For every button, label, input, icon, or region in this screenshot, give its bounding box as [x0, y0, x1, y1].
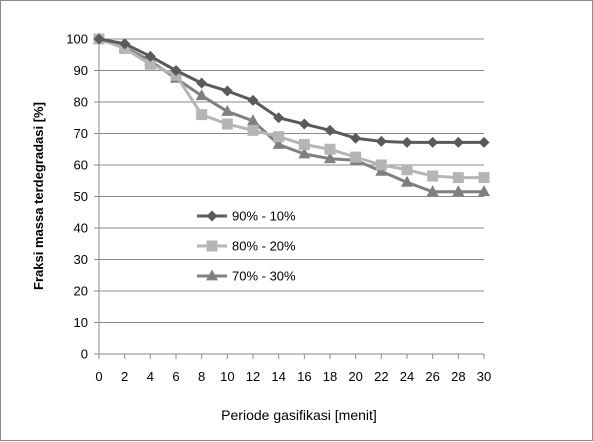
data-point-diamond — [93, 33, 105, 45]
data-point-square — [350, 151, 362, 163]
y-tick-labels: 0 10 20 30 40 50 60 70 80 90 100 — [66, 32, 88, 362]
legend-marker-triangle — [206, 269, 218, 281]
data-point-diamond — [324, 124, 336, 136]
data-point-square — [273, 131, 285, 143]
series-1 — [93, 33, 490, 148]
data-point-triangle — [272, 137, 285, 149]
legend-item: 80% - 20% — [197, 239, 296, 254]
x-tick-label: 24 — [400, 369, 414, 384]
data-point-diamond — [375, 135, 387, 147]
x-tick-labels: 0 2 4 6 8 10 12 14 16 18 20 22 24 26 28 30 — [95, 369, 491, 384]
y-tick-label: 80 — [74, 95, 88, 110]
data-point-square — [452, 172, 464, 184]
y-tick-label: 70 — [74, 126, 88, 141]
data-point-square — [401, 164, 413, 176]
data-point-square — [247, 124, 259, 136]
data-point-diamond — [401, 136, 413, 148]
series-line — [98, 37, 484, 180]
data-point-diamond — [452, 136, 464, 148]
data-point-diamond — [427, 136, 439, 148]
y-tick-label: 20 — [74, 284, 88, 299]
x-tick-label: 4 — [147, 369, 154, 384]
data-point-diamond — [144, 50, 156, 62]
legend-marker-square — [206, 240, 218, 252]
series-line — [98, 37, 484, 144]
x-tick-label: 16 — [297, 369, 311, 384]
data-point-triangle — [298, 147, 311, 159]
y-tick-label: 90 — [74, 63, 88, 78]
data-point-diamond — [247, 94, 259, 106]
data-point-diamond — [170, 65, 182, 76]
y-axis-label: Fraksi massa terdegradasi [%] — [31, 102, 46, 290]
x-tick-label: 8 — [198, 369, 205, 384]
data-point-square — [144, 58, 156, 70]
axes — [94, 38, 485, 359]
data-point-diamond — [119, 38, 131, 50]
data-point-diamond — [273, 112, 285, 124]
x-tick-label: 6 — [172, 369, 179, 384]
data-point-square — [221, 118, 233, 130]
data-point-square — [478, 172, 490, 184]
x-tick-label: 28 — [451, 369, 465, 384]
y-tick-label: 100 — [66, 32, 88, 47]
x-tick-label: 30 — [477, 369, 491, 384]
data-point-triangle — [452, 185, 465, 197]
legend-label: 80% - 20% — [232, 239, 296, 254]
data-point-diamond — [478, 136, 490, 148]
legend: 90% - 10% 80% - 20% 70% - 30% — [197, 209, 296, 284]
x-tick-label: 0 — [95, 369, 102, 384]
y-tick-label: 50 — [74, 189, 88, 204]
data-point-diamond — [221, 85, 233, 97]
data-point-triangle — [426, 185, 439, 197]
data-point-triangle — [478, 185, 490, 197]
x-tick-label: 12 — [246, 369, 260, 384]
data-point-triangle — [195, 89, 208, 101]
data-point-square — [427, 170, 439, 182]
legend-item: 70% - 30% — [197, 269, 296, 284]
y-tick-label: 10 — [74, 315, 88, 330]
x-tick-label: 10 — [220, 369, 234, 384]
x-tick-label: 18 — [323, 369, 337, 384]
legend-label: 90% - 10% — [232, 209, 296, 224]
data-point-diamond — [350, 132, 362, 144]
y-tick-label: 60 — [74, 158, 88, 173]
data-point-square — [298, 139, 310, 151]
series-line — [98, 37, 484, 194]
data-point-square — [324, 143, 336, 155]
y-tick-label: 40 — [74, 221, 88, 236]
data-point-diamond — [298, 118, 310, 130]
x-tick-label: 22 — [374, 369, 388, 384]
y-tick-label: 0 — [81, 347, 88, 362]
series-group — [93, 32, 490, 197]
x-tick-label: 2 — [121, 369, 128, 384]
x-tick-label: 26 — [425, 369, 439, 384]
legend-marker-diamond — [206, 210, 218, 222]
x-tick-label: 20 — [348, 369, 362, 384]
data-point-triangle — [324, 152, 336, 164]
data-point-diamond — [196, 77, 208, 89]
gridlines — [99, 38, 484, 323]
x-tick-label: 14 — [271, 369, 285, 384]
data-point-triangle — [221, 104, 234, 116]
y-tick-label: 30 — [74, 252, 88, 267]
data-point-triangle — [247, 114, 259, 126]
legend-label: 70% - 30% — [232, 269, 296, 284]
data-point-square — [375, 159, 387, 171]
legend-item: 90% - 10% — [197, 209, 296, 224]
data-point-triangle — [401, 175, 413, 187]
x-axis-label: Periode gasifikasi [menit] — [221, 407, 377, 423]
data-point-square — [196, 109, 208, 121]
